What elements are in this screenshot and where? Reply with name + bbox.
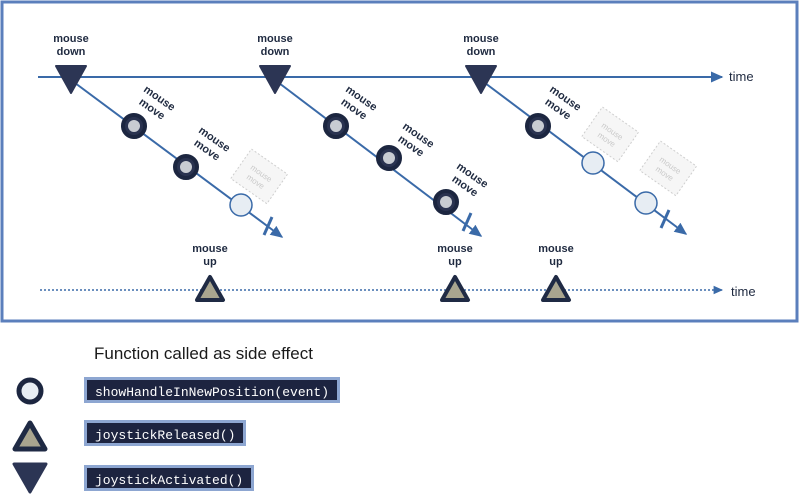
- legend-code-joystick-activated: joystickActivated(): [84, 465, 255, 491]
- mouse-up-label: mouse up: [437, 243, 472, 268]
- handle-position-node: [229, 193, 253, 217]
- stream-end-marker: [461, 212, 473, 232]
- skipped-mouse-move: [581, 106, 640, 163]
- mouse-move-node-core: [440, 196, 452, 208]
- mouse-move-node-core: [383, 152, 395, 164]
- mouse-down-marker: [465, 65, 497, 94]
- mouse-up-label: mouse up: [192, 243, 227, 268]
- skipped-mouse-move: [639, 140, 698, 197]
- stream-end-marker: [262, 216, 274, 236]
- legend-code-show-handle: showHandleInNewPosition(event): [84, 377, 341, 403]
- mouse-up-label: mouse up: [538, 243, 573, 268]
- mouse-up-marker: [195, 275, 225, 302]
- mouse-down-label: mouse down: [463, 33, 498, 58]
- stream-end-marker: [659, 209, 671, 229]
- time-label-bottom: time: [731, 284, 756, 299]
- mouse-move-node-core: [532, 120, 544, 132]
- up-triangle-icon: [12, 420, 48, 452]
- mouse-down-label: mouse down: [53, 33, 88, 58]
- down-triangle-icon: [12, 462, 48, 494]
- mouse-move-node-core: [330, 120, 342, 132]
- mouse-down-marker: [259, 65, 291, 94]
- legend-title: Function called as side effect: [94, 344, 313, 363]
- mouse-down-label: mouse down: [257, 33, 292, 58]
- handle-circle-icon: [16, 377, 44, 405]
- handle-position-node: [634, 191, 658, 215]
- mouse-up-marker: [440, 275, 470, 302]
- handle-position-node: [581, 151, 605, 175]
- mouse-down-marker: [55, 65, 87, 94]
- time-label-top: time: [729, 69, 754, 84]
- legend-code-joystick-released: joystickReleased(): [84, 420, 247, 446]
- mouse-up-marker: [541, 275, 571, 302]
- skipped-mouse-move: [230, 148, 289, 205]
- mouse-move-node-core: [180, 161, 192, 173]
- mouse-move-node-core: [128, 120, 140, 132]
